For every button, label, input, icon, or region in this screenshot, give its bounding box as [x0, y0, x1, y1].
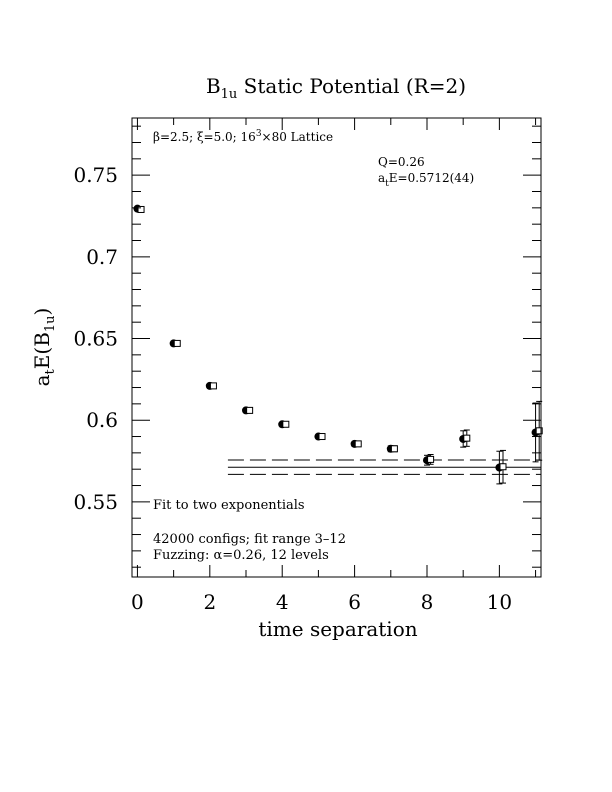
data-point-open — [463, 434, 471, 442]
y-tick-label: 0.65 — [73, 327, 118, 351]
data-point-open — [173, 339, 181, 347]
data-point-open — [535, 427, 543, 435]
x-tick-label: 10 — [487, 590, 512, 614]
y-tick-label: 0.7 — [86, 245, 118, 269]
x-tick-label: 4 — [276, 590, 289, 614]
energy-annotation: atE=0.5712(44) — [378, 171, 474, 189]
q-annotation: Q=0.26 — [378, 155, 425, 169]
x-axis-label: time separation — [258, 617, 417, 641]
data-point-open — [282, 420, 290, 428]
configs-annotation: 42000 configs; fit range 3–12 — [153, 532, 346, 547]
data-point-open — [427, 455, 435, 463]
lattice-annotation: β=2.5; ξ=5.0; 163×80 Lattice — [153, 129, 333, 144]
data-point-open — [390, 445, 398, 453]
data-points — [133, 204, 543, 485]
y-tick-label: 0.55 — [73, 490, 118, 514]
fit-band — [227, 459, 541, 475]
x-tick-label: 8 — [421, 590, 434, 614]
x-tick-label: 6 — [348, 590, 361, 614]
plot-frame — [131, 117, 542, 578]
y-axis-label: atE(B1u) — [30, 308, 58, 387]
fuzzing-annotation: Fuzzing: α=0.26, 12 levels — [153, 548, 329, 563]
data-point-open — [137, 205, 145, 213]
data-point-open — [209, 382, 217, 390]
data-point-open — [354, 440, 362, 448]
data-point-open — [246, 406, 254, 414]
x-tick-label: 2 — [203, 590, 216, 614]
chart-title: B1u Static Potential (R=2) — [206, 74, 466, 102]
x-tick-label: 0 — [131, 590, 144, 614]
y-tick-label: 0.6 — [86, 408, 118, 432]
tick-labels: 0 2 4 6 8 10 0.55 0.6 0.65 0.7 0.75 — [73, 163, 512, 614]
fit-annotation: Fit to two exponentials — [153, 498, 305, 513]
y-tick-label: 0.75 — [73, 163, 118, 187]
data-point-open — [318, 433, 326, 441]
plot-border — [131, 117, 542, 578]
data-point-open — [499, 463, 507, 471]
